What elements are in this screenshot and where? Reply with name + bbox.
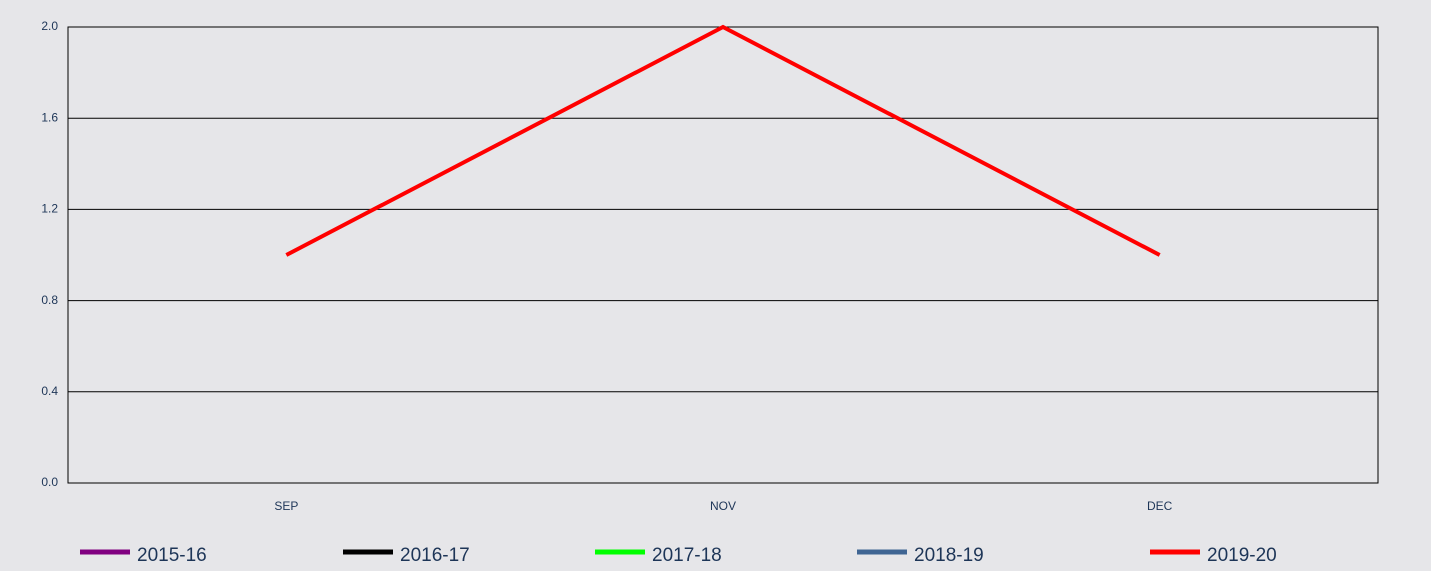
x-tick-label: NOV — [710, 499, 736, 513]
y-tick-label: 0.4 — [41, 384, 58, 398]
series-line — [285, 24, 1161, 257]
y-tick-label: 1.6 — [41, 110, 58, 124]
legend-label: 2017-18 — [652, 545, 722, 566]
y-tick-label: 0.8 — [41, 293, 58, 307]
y-tick-label: 0.0 — [41, 475, 58, 489]
x-tick-label: SEP — [274, 499, 298, 513]
y-tick-label: 1.2 — [41, 202, 58, 216]
legend-label: 2018-19 — [914, 545, 984, 566]
legend-label: 2016-17 — [400, 545, 470, 566]
y-tick-label: 2.0 — [41, 19, 58, 33]
legend-label: 2015-16 — [137, 545, 207, 566]
legend-label: 2019-20 — [1207, 545, 1277, 566]
x-tick-label: DEC — [1147, 499, 1173, 513]
